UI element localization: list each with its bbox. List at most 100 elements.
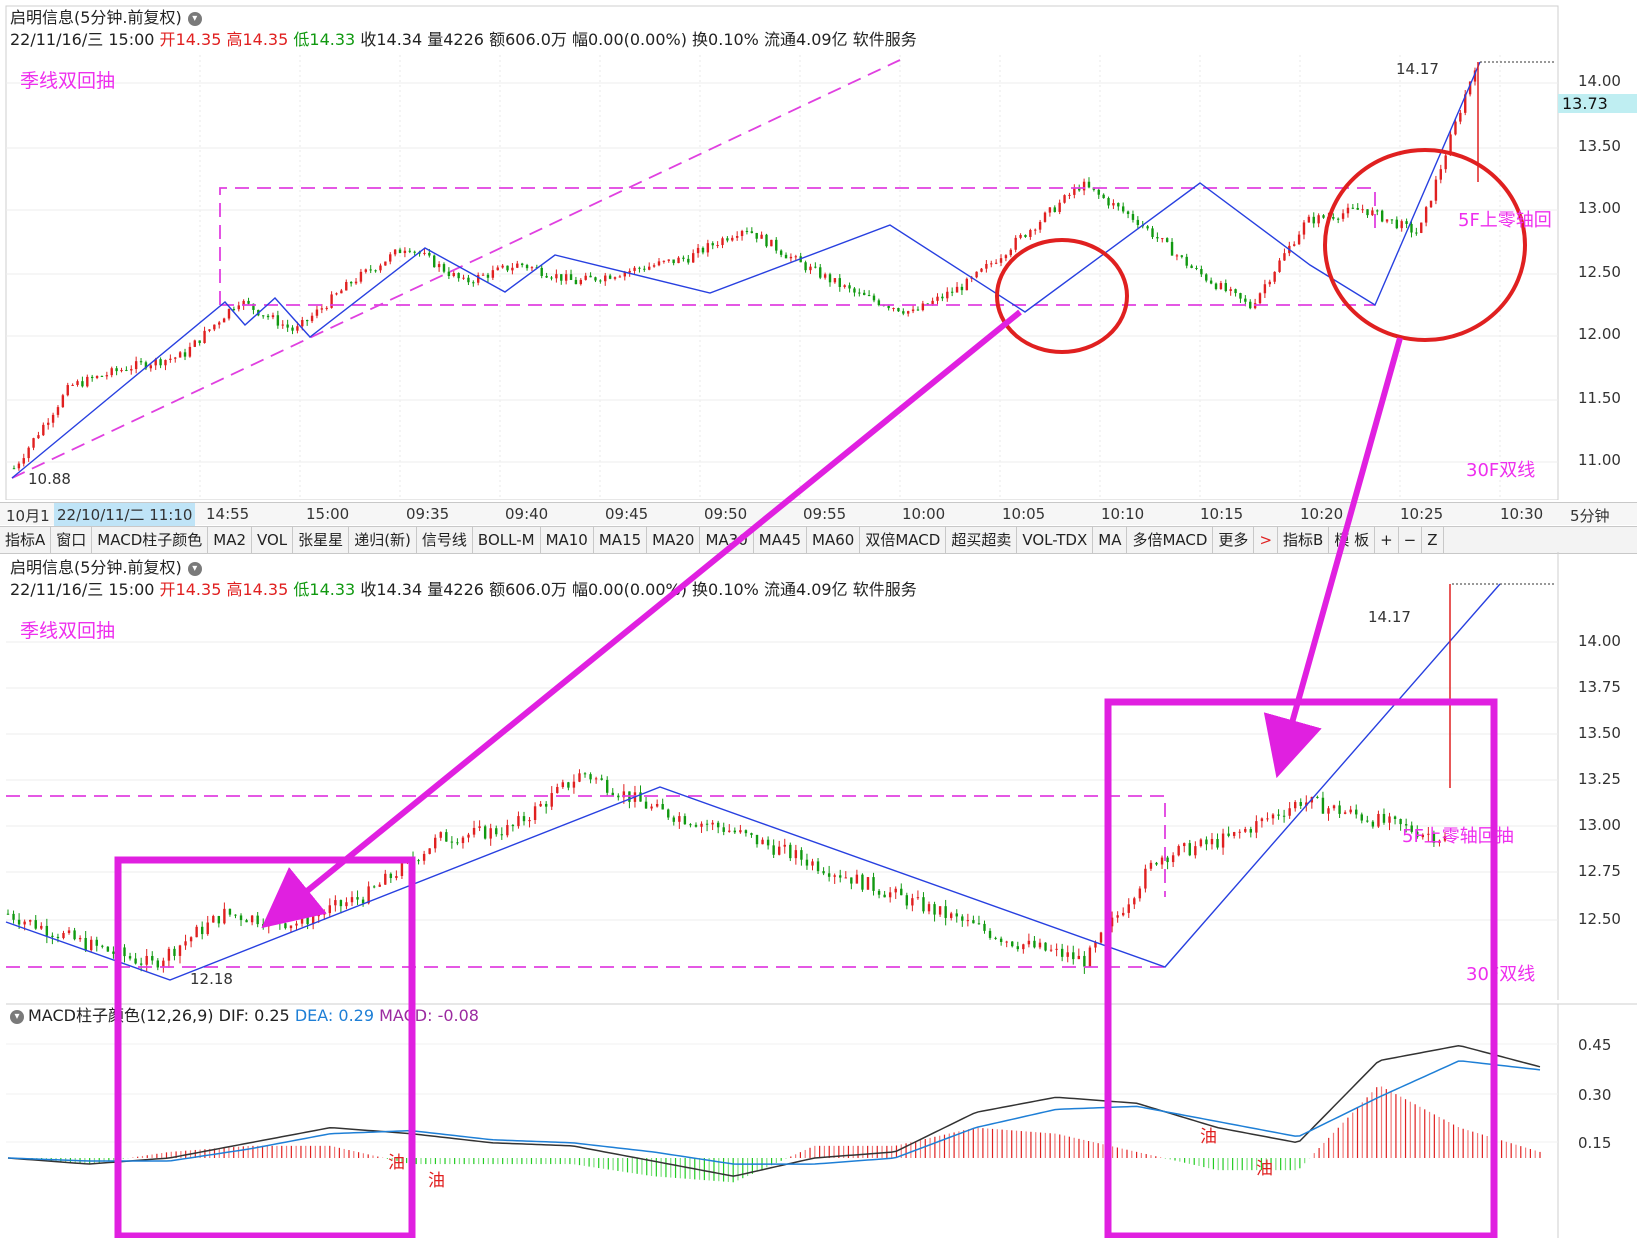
toolbar-item[interactable]: Z [1422,527,1444,553]
toolbar-item[interactable]: 多倍MACD [1127,527,1214,553]
candle-body [1424,207,1428,223]
candle-body [1393,816,1397,820]
candle-body [496,267,499,271]
candle-body [648,266,651,270]
candle-body [486,274,490,278]
toolbar-item[interactable]: VOL [252,527,294,553]
toolbar-item[interactable]: 指标A [0,527,52,553]
candle-body [1034,229,1037,231]
candle-body [1341,213,1345,219]
xtick: 14:55 [206,505,250,523]
candle-body [897,308,900,312]
candle-body [1454,121,1457,135]
macd-chart[interactable] [0,1000,1637,1238]
toolbar-item[interactable]: 指标B [1278,527,1330,553]
candle-body [1293,802,1297,809]
candle-body [374,270,377,272]
candle-body [1255,821,1258,833]
amt-label: 额 [489,30,506,49]
candle-body [1434,179,1438,201]
top-price-chart[interactable] [0,0,1637,500]
macd-toggle-icon[interactable]: ▾ [10,1009,24,1024]
period-label[interactable]: 5分钟 [1570,507,1610,525]
toolbar-item[interactable]: 模 板 [1329,527,1376,553]
candle-body [733,830,737,833]
toolbar-item[interactable]: 更多 [1213,527,1255,553]
candle-body [1299,802,1302,806]
candle-body [682,257,685,259]
candle-body [1405,221,1408,224]
toolbar-item[interactable]: MA15 [594,527,648,553]
candle-body [745,230,749,232]
candle-body [1278,260,1281,272]
candle-body [462,277,465,279]
toolbar-item[interactable]: MA60 [807,527,861,553]
macd-value: -0.08 [437,1006,479,1025]
toolbar-item[interactable]: VOL-TDX [1017,527,1094,553]
candle-body [574,279,578,285]
toolbar-item[interactable]: MACD柱子颜色 [92,527,209,553]
dropdown-chevron-icon[interactable]: ▾ [187,11,202,26]
candle-body [863,292,866,296]
quote-date: 22/11/16/三 15:00 [10,30,155,49]
candle-body [1371,821,1375,827]
candle-body [652,265,656,267]
candle-body [1273,271,1276,282]
candle-body [1293,244,1296,246]
toolbar-item[interactable]: 窗口 [51,527,93,553]
candle-body [1138,888,1142,899]
candle-body [1043,212,1047,222]
candle-body [1239,293,1242,299]
candle-body [217,916,221,924]
candle-body [223,908,226,924]
candle-body [323,913,326,915]
toolbar-item[interactable]: BOLL-M [473,527,541,553]
toolbar-item[interactable]: 信号线 [417,527,473,553]
toolbar-item[interactable]: MA45 [754,527,808,553]
candle-body [539,803,542,807]
candle-body [276,315,280,326]
candle-body [1190,265,1193,268]
toolbar-item[interactable]: MA2 [208,527,252,553]
candle-body [1449,134,1452,156]
candle-body [983,923,986,931]
candle-body [1170,241,1174,256]
candle-body [252,303,255,310]
candle-body [1385,219,1389,222]
toolbar-item[interactable]: + [1375,527,1399,553]
toolbar-item[interactable]: MA [1093,527,1128,553]
candle-body [1439,169,1442,180]
candle-body [1205,274,1208,281]
xtick-selected[interactable]: 22/10/11/二 11:10 [54,503,196,526]
dropdown-chevron-icon[interactable]: ▾ [187,561,202,576]
xtick: 09:55 [803,505,847,523]
candle-body [1366,820,1369,822]
toolbar-item[interactable]: MA20 [647,527,701,553]
candle-body [289,925,293,929]
candle-body [977,923,981,925]
candle-body [811,861,814,866]
candle-body [1048,207,1052,213]
toolbar-item[interactable]: > [1254,527,1279,553]
candle-body [617,795,620,798]
candle-body [1083,955,1086,967]
candle-body [1429,200,1433,208]
candle-body [511,825,515,827]
toolbar-item[interactable]: MA10 [541,527,594,553]
toolbar-item[interactable]: MA30 [700,527,754,553]
candle-body [755,834,759,845]
candle-body [872,877,875,891]
candle-body [638,267,641,269]
toolbar-item[interactable]: − [1399,527,1423,553]
candle-body [1377,813,1380,827]
toolbar-item[interactable]: 双倍MACD [860,527,947,553]
top-quote-line: 22/11/16/三 15:00 开14.35 高14.35 低14.33 收1… [10,30,917,50]
candle-body [67,930,71,933]
candle-body [500,834,503,836]
toolbar-item[interactable]: 超买超卖 [946,527,1018,553]
candle-body [819,267,822,278]
candle-body [1072,952,1075,960]
candle-body [330,294,333,308]
toolbar-item[interactable]: 递归(新) [349,527,417,553]
toolbar-item[interactable]: 张星星 [293,527,350,553]
